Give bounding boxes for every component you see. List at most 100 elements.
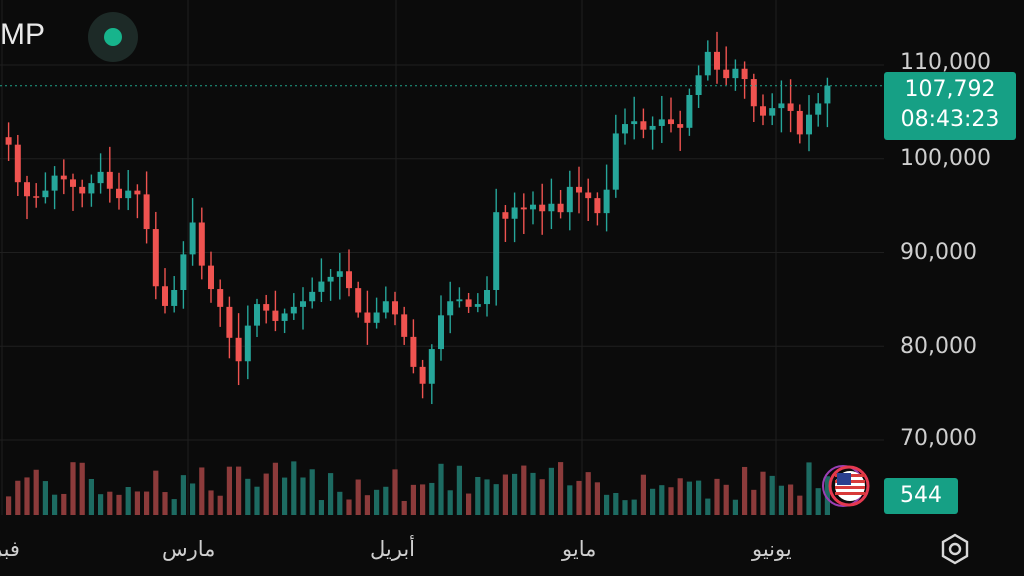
candle-body xyxy=(741,68,748,80)
candle-body xyxy=(134,190,141,195)
candle-body xyxy=(539,204,546,212)
candle-countdown: 08:43:23 xyxy=(900,107,1000,132)
candle-body xyxy=(24,182,30,197)
volume-bar xyxy=(456,465,462,515)
candle-body xyxy=(419,366,426,384)
candle-body xyxy=(686,95,693,128)
candle-body xyxy=(180,254,187,290)
volume-bar xyxy=(686,481,692,515)
volume-bar xyxy=(383,486,389,515)
volume-bar xyxy=(475,476,481,515)
candle-body xyxy=(631,121,638,125)
candle-body xyxy=(14,144,21,183)
candle-body xyxy=(750,79,757,107)
volume-bar xyxy=(650,488,656,515)
volume-bar xyxy=(300,477,306,515)
volume-bar xyxy=(760,471,766,515)
volume-bar xyxy=(788,484,794,515)
candle-body xyxy=(33,196,40,198)
candle-body xyxy=(695,75,702,95)
candle-body xyxy=(171,290,178,306)
candle-body xyxy=(668,119,674,125)
volume-bar xyxy=(245,478,251,515)
candle-body xyxy=(281,313,288,321)
live-status-indicator[interactable] xyxy=(88,12,138,62)
current-price-value: 107,792 xyxy=(904,77,996,102)
candle-body xyxy=(603,189,610,214)
volume-bar xyxy=(79,462,85,515)
volume-bar xyxy=(374,489,380,515)
settings-gear-icon[interactable] xyxy=(938,532,972,566)
volume-bar xyxy=(328,473,334,515)
volume-bar xyxy=(410,484,416,515)
candle-body xyxy=(346,271,352,289)
candle-body xyxy=(272,310,279,321)
volume-bar xyxy=(438,463,444,515)
volume-bar xyxy=(52,494,58,515)
volume-bar xyxy=(282,477,288,515)
y-tick-label: 100,000 xyxy=(900,146,991,171)
candle-body xyxy=(769,108,776,116)
volume-bar xyxy=(604,494,610,515)
candle-body xyxy=(484,290,490,305)
candle-body xyxy=(42,190,49,198)
volume-bar xyxy=(585,472,591,515)
y-tick-label: 90,000 xyxy=(900,240,977,265)
volume-bar xyxy=(512,473,518,515)
volume-bar xyxy=(429,482,435,515)
candle-body xyxy=(778,103,785,109)
volume-bar xyxy=(769,475,775,515)
candle-body xyxy=(318,281,325,292)
volume-bar xyxy=(622,500,628,515)
volume-bar xyxy=(420,484,426,515)
candle-body xyxy=(208,265,214,290)
candle-body xyxy=(511,207,518,219)
candle-body xyxy=(649,125,656,130)
candle-body xyxy=(198,222,205,266)
candle-body xyxy=(106,171,113,189)
candle-body xyxy=(79,186,86,194)
candle-body xyxy=(760,106,766,116)
candle-body xyxy=(548,203,555,212)
candle-body xyxy=(143,194,150,230)
y-tick-label: 110,000 xyxy=(900,50,991,75)
candle-body xyxy=(465,299,472,307)
volume-bar xyxy=(401,500,407,515)
candle-body xyxy=(428,349,435,384)
candle-body xyxy=(704,51,711,76)
volume-bar xyxy=(797,495,803,515)
volume-bar xyxy=(723,484,729,515)
candle-body xyxy=(116,188,122,199)
candle-body xyxy=(732,68,739,79)
candle-body xyxy=(806,114,812,135)
candle-body xyxy=(787,103,794,111)
candle-body xyxy=(530,204,536,210)
symbol-label: MP xyxy=(0,18,45,51)
volume-bars xyxy=(6,461,830,515)
candle-body xyxy=(97,171,104,184)
x-tick-label: مارس xyxy=(162,537,216,561)
candle-body xyxy=(88,183,95,194)
volume-bar xyxy=(576,480,582,515)
candle-body xyxy=(474,304,481,307)
volume-bar xyxy=(594,482,600,515)
candle-body xyxy=(456,299,463,302)
us-flag-icon[interactable] xyxy=(822,465,872,507)
candle-body xyxy=(125,190,132,199)
volume-bar xyxy=(318,500,324,515)
x-tick-label: يونيو xyxy=(752,537,792,561)
volume-bar xyxy=(447,490,453,515)
volume-bar xyxy=(466,493,472,515)
candle-body xyxy=(300,301,306,307)
candle-body xyxy=(263,304,270,311)
candle-body xyxy=(244,325,251,362)
volume-bar xyxy=(521,465,527,515)
candle-body xyxy=(447,301,454,316)
volume-bar xyxy=(263,473,269,515)
volume-bar xyxy=(392,469,398,515)
volume-bar xyxy=(493,484,499,515)
candle-body xyxy=(392,301,398,315)
volume-bar xyxy=(631,499,637,515)
candle-body xyxy=(152,229,159,287)
